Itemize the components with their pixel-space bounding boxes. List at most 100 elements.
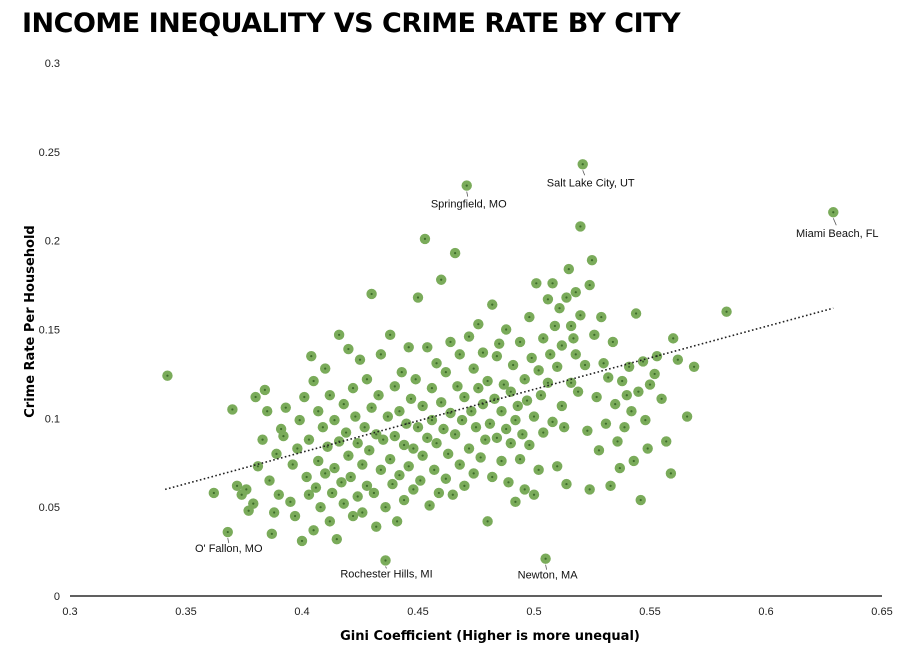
data-point-center (590, 259, 594, 262)
data-point-center (365, 378, 369, 381)
data-point-center (451, 493, 454, 496)
data-point-center (505, 328, 508, 331)
data-point-center (400, 371, 403, 374)
data-point-center (340, 481, 343, 484)
data-point-center (574, 291, 577, 294)
data-point-center (266, 410, 269, 413)
data-point-center (419, 479, 422, 482)
data-point-center (498, 342, 501, 345)
data-point-center (319, 506, 322, 509)
data-point-center (324, 367, 327, 370)
data-point-center (535, 282, 538, 285)
data-point-center (500, 459, 503, 463)
data-point-center (317, 410, 320, 413)
data-point-center (472, 367, 475, 370)
data-point-center (602, 362, 605, 365)
data-point-center (669, 472, 672, 475)
x-tick-label: 0.3 (62, 606, 77, 618)
data-point-center (556, 465, 559, 468)
data-point-center (458, 353, 461, 356)
data-point-center (518, 340, 522, 344)
data-point-center (435, 442, 438, 445)
y-axis-label: Crime Rate Per Household (23, 225, 38, 418)
data-point-center (491, 475, 494, 479)
x-axis-label: Gini Coefficient (Higher is more unequal… (340, 629, 640, 644)
data-point-center (523, 378, 526, 381)
data-point-center (460, 419, 464, 422)
data-point-center (370, 292, 373, 296)
annotation-label: Rochester Hills, MI (340, 568, 432, 580)
data-point-center (402, 443, 406, 447)
data-point-center (402, 498, 406, 502)
data-point-center (321, 426, 324, 429)
data-point-center (426, 346, 429, 349)
data-point-center (641, 360, 645, 363)
data-point-center (660, 397, 663, 400)
data-point-center (518, 458, 522, 461)
x-tick-label: 0.55 (639, 606, 660, 618)
data-point-center (528, 315, 531, 319)
data-point-center (384, 559, 387, 562)
chart-title: INCOME INEQUALITY VS CRIME RATE BY CITY (22, 8, 681, 39)
data-point-center (291, 463, 294, 466)
data-point-center (514, 500, 517, 503)
annotation-label: Salt Lake City, UT (547, 177, 635, 189)
data-point-center (398, 474, 401, 477)
data-point-center (532, 415, 536, 418)
data-point-center (576, 390, 580, 393)
data-point-center (686, 415, 689, 418)
annotation-label: Newton, MA (518, 570, 579, 582)
data-point-center (358, 358, 362, 361)
data-point-center (488, 422, 492, 425)
y-axis-ticks: 0 0.05 0.1 0.15 0.2 0.25 0.3 (39, 58, 60, 603)
data-point-center (570, 324, 573, 328)
data-point-center (570, 381, 573, 384)
data-point-center (470, 410, 473, 413)
data-point-center (444, 477, 447, 480)
data-points (162, 159, 839, 566)
data-point-center (516, 404, 519, 407)
data-point-center (600, 315, 603, 319)
data-point-center (338, 333, 341, 336)
data-point-center (581, 163, 584, 166)
data-point-center (644, 419, 647, 422)
data-point-center (465, 184, 468, 187)
data-point-center (586, 429, 589, 432)
data-point-center (326, 445, 329, 448)
data-point-center (512, 363, 515, 367)
data-point-center (263, 388, 266, 392)
data-point-center (665, 440, 668, 443)
data-point-center (509, 390, 512, 393)
data-point-center (551, 420, 554, 423)
x-tick-label: 0.4 (294, 606, 309, 618)
x-tick-label: 0.65 (871, 606, 892, 618)
data-point-center (672, 337, 675, 340)
annotation-leader (385, 566, 387, 569)
data-point-center (389, 458, 392, 461)
data-point-center (393, 435, 396, 438)
data-point-center (307, 493, 311, 496)
data-point-center (273, 511, 276, 514)
data-point-center (532, 493, 536, 496)
data-point-center (481, 351, 485, 354)
data-point-center (467, 335, 471, 338)
data-point-center (618, 466, 621, 470)
data-point-center (588, 283, 591, 287)
data-point-center (282, 435, 285, 438)
data-point-center (289, 500, 292, 503)
data-point-center (458, 463, 461, 466)
data-point-center (447, 452, 450, 455)
data-point-center (477, 323, 480, 326)
data-point-center (676, 358, 679, 361)
data-point-center (440, 401, 443, 404)
data-point-center (407, 346, 410, 349)
data-point-center (628, 365, 631, 368)
data-point-center (231, 408, 234, 411)
data-point-center (347, 347, 350, 351)
data-point-center (565, 296, 568, 299)
data-point-center (607, 376, 610, 379)
data-point-center (551, 282, 554, 285)
data-point-center (412, 488, 415, 491)
data-point-center (621, 379, 624, 383)
